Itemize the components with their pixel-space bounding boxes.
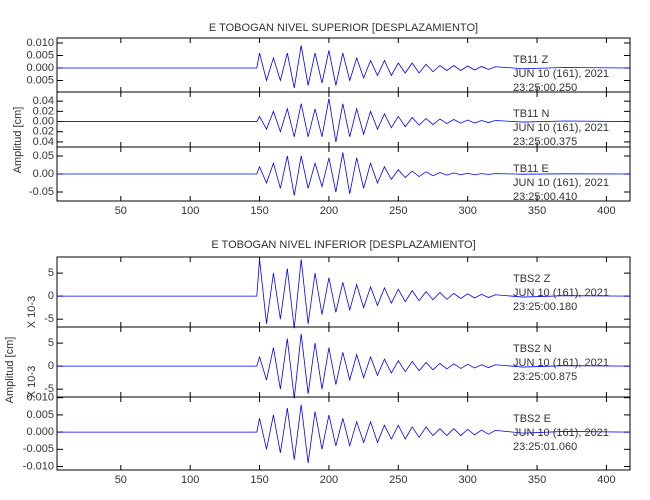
date-label: JUN 10 (161), 2021: [513, 122, 609, 134]
y-tick-label: 0.010: [26, 37, 54, 49]
date-label: JUN 10 (161), 2021: [513, 68, 609, 80]
y-tick-label: 0: [48, 360, 54, 372]
station-label: TB11 N: [513, 108, 550, 120]
station-label: TBS2 N: [513, 343, 552, 355]
date-label: JUN 10 (161), 2021: [513, 177, 609, 189]
x-tick-label: 50: [115, 205, 127, 217]
x-tick-label: 200: [320, 474, 338, 486]
y-tick-label: 0.04: [33, 95, 54, 107]
time-label: 23:25:01.060: [513, 441, 577, 453]
y-tick-label: 0.010: [26, 392, 54, 404]
x-tick-label: 400: [597, 474, 615, 486]
time-label: 23:25:00.250: [513, 82, 577, 94]
chart-title: E TOBOGAN NIVEL INFERIOR [DESPLAZAMIENTO…: [211, 239, 475, 251]
y-tick-label: 5: [48, 337, 54, 349]
y-tick-label: 0.02: [33, 126, 54, 138]
x-tick-label: 350: [528, 474, 546, 486]
y-tick-label: 0.005: [26, 49, 54, 61]
time-label: 23:25:00.410: [513, 191, 577, 203]
y-tick-label: 0.02: [33, 105, 54, 117]
scale-label: X 10-3: [26, 296, 38, 328]
trace: [57, 45, 631, 89]
y-tick-label: 0.000: [26, 62, 54, 74]
chart-title: E TOBOGAN NIVEL SUPERIOR [DESPLAZAMIENTO…: [209, 22, 478, 34]
y-tick-label: 0.005: [26, 409, 54, 421]
x-tick-label: 400: [597, 205, 615, 217]
station-label: TBS2 E: [513, 413, 551, 425]
y-tick-label: 5: [48, 267, 54, 279]
x-tick-label: 100: [181, 474, 199, 486]
trace: [57, 259, 631, 329]
date-label: JUN 10 (161), 2021: [513, 427, 609, 439]
x-tick-label: 150: [250, 205, 268, 217]
x-tick-label: 250: [389, 474, 407, 486]
time-label: 23:25:00.180: [513, 301, 577, 313]
trace: [57, 152, 631, 196]
trace: [57, 404, 631, 464]
y-axis-label: Amplitud [cm]: [12, 107, 24, 174]
y-tick-label: -0.005: [23, 443, 54, 455]
y-tick-label: -0.05: [29, 186, 54, 198]
date-label: JUN 10 (161), 2021: [513, 287, 609, 299]
y-axis-label: Amplitud [cm]: [4, 337, 16, 404]
date-label: JUN 10 (161), 2021: [513, 357, 609, 369]
panel-frame: [56, 396, 631, 471]
y-tick-label: 0.00: [33, 115, 54, 127]
y-tick-label: -5: [44, 383, 54, 395]
trace: [57, 98, 631, 142]
y-tick-label: -0.010: [23, 460, 54, 472]
x-tick-label: 300: [458, 474, 476, 486]
y-tick-label: 0.000: [26, 426, 54, 438]
y-tick-label: -5: [44, 313, 54, 325]
y-tick-label: 0: [48, 290, 54, 302]
trace: [57, 333, 631, 399]
station-label: TBS2 Z: [513, 273, 551, 285]
x-tick-label: 100: [181, 205, 199, 217]
x-tick-label: 150: [250, 474, 268, 486]
x-tick-label: 250: [389, 205, 407, 217]
station-label: TB11 E: [513, 163, 549, 175]
time-label: 23:25:00.875: [513, 371, 577, 383]
y-tick-label: 0.00: [33, 168, 54, 180]
x-tick-label: 300: [458, 205, 476, 217]
time-label: 23:25:00.375: [513, 136, 577, 148]
station-label: TB11 Z: [513, 54, 549, 66]
y-tick-label: 0.05: [33, 150, 54, 162]
y-tick-label: 0.04: [33, 136, 54, 148]
scale-label: X 10-3: [26, 366, 38, 398]
x-tick-label: 200: [320, 205, 338, 217]
x-tick-label: 50: [115, 474, 127, 486]
y-tick-label: 0.005: [26, 74, 54, 86]
x-tick-label: 350: [528, 205, 546, 217]
